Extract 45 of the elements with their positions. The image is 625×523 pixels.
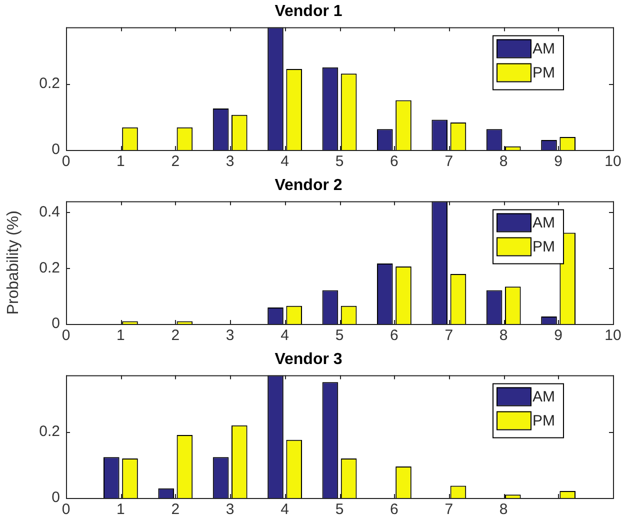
- legend-label: PM: [532, 412, 555, 430]
- x-tick-label: 8: [499, 153, 508, 170]
- legend-label: AM: [532, 388, 555, 406]
- x-tick-label: 7: [444, 327, 454, 344]
- x-tick-label: 8: [499, 501, 508, 518]
- x-tick-label: 10: [604, 327, 622, 344]
- x-tick-label: 4: [280, 153, 289, 170]
- y-tick-label: 0: [52, 315, 60, 332]
- chart-title: Vendor 3: [274, 351, 342, 368]
- x-tick-label: 8: [499, 327, 508, 344]
- x-tick-label: 4: [280, 327, 289, 344]
- y-axis-title: Probability (%): [5, 210, 22, 315]
- y-tick-label: 0.2: [39, 422, 60, 440]
- x-tick-label: 3: [226, 501, 234, 518]
- chart-title: Vendor 1: [274, 3, 342, 20]
- legend-label: PM: [532, 64, 555, 82]
- x-tick-label: 1: [116, 327, 125, 344]
- y-tick-label: 0.2: [39, 259, 60, 276]
- x-tick-label: 7: [444, 501, 454, 518]
- legend-label: AM: [532, 214, 555, 232]
- x-tick-label: 6: [390, 153, 398, 170]
- x-tick-label: 2: [171, 501, 180, 518]
- x-tick-label: 5: [335, 501, 344, 518]
- x-tick-label: 5: [335, 153, 344, 170]
- x-tick-label: 3: [226, 327, 234, 344]
- x-tick-label: 6: [390, 501, 398, 518]
- legend-label: PM: [532, 238, 555, 256]
- y-tick-label: 0: [52, 141, 60, 158]
- x-tick-label: 2: [171, 327, 180, 344]
- x-tick-label: 9: [554, 153, 562, 170]
- legend-label: AM: [532, 40, 555, 58]
- y-tick-label: 0.4: [39, 204, 60, 221]
- chart-title: Vendor 2: [274, 177, 342, 194]
- x-tick-label: 1: [116, 501, 125, 518]
- x-tick-label: 10: [604, 153, 622, 170]
- x-tick-label: 1: [116, 153, 125, 170]
- y-tick-label: 0: [52, 489, 60, 506]
- x-tick-label: 4: [280, 501, 289, 518]
- x-tick-label: 2: [171, 153, 180, 170]
- x-tick-label: 7: [444, 153, 454, 170]
- x-tick-label: 5: [335, 327, 344, 344]
- y-tick-label: 0.2: [39, 74, 60, 92]
- x-tick-label: 9: [554, 327, 562, 344]
- x-tick-label: 3: [226, 153, 234, 170]
- x-tick-label: 6: [390, 327, 398, 344]
